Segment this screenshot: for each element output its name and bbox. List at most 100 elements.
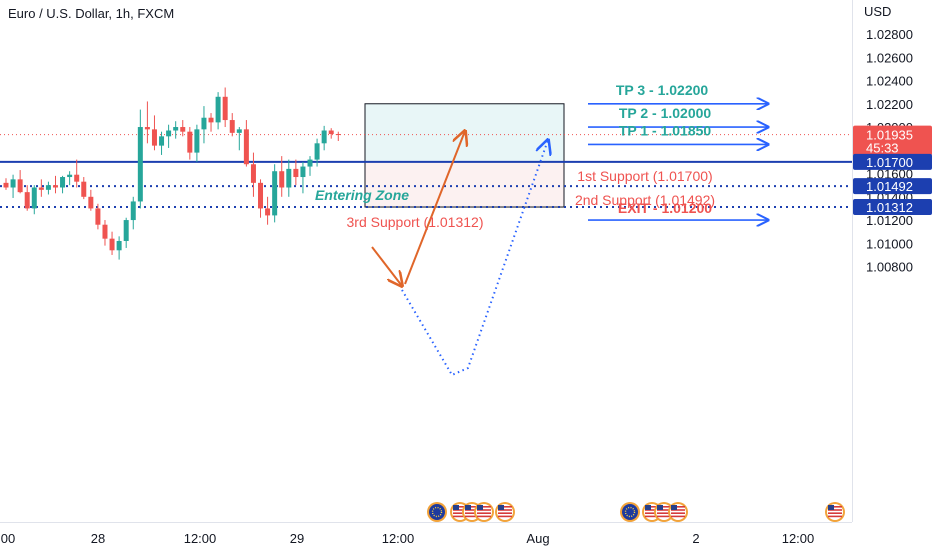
time-label: 29 <box>290 531 304 546</box>
level-marker-label: 1.01700 <box>866 155 913 170</box>
support-3-label: 3rd Support (1.01312) <box>347 214 484 230</box>
tp2-label: TP 2 - 1.02000 <box>619 105 712 121</box>
candle-body <box>166 130 172 137</box>
level-marker-1 <box>853 153 932 170</box>
candles-layer <box>3 87 341 260</box>
candle-body <box>243 129 249 165</box>
orange-arrow-down <box>371 246 402 286</box>
candle-body <box>10 179 16 188</box>
zones-layer <box>364 103 565 208</box>
entering-zone-label: Entering Zone <box>315 187 409 203</box>
price-tick: 1.02400 <box>866 74 913 89</box>
candle-body <box>208 117 214 123</box>
candle-body <box>144 127 150 130</box>
us-flag-icon <box>668 502 688 522</box>
candle-body <box>17 179 23 193</box>
time-label: 00 <box>1 531 15 546</box>
orange-arrow-up <box>404 131 465 285</box>
zone-box <box>364 103 565 208</box>
time-label: 28 <box>91 531 105 546</box>
candle-body <box>102 224 108 239</box>
time-label: 12:00 <box>382 531 415 546</box>
level-marker-label: 1.01492 <box>866 179 913 194</box>
candle-body <box>24 192 30 209</box>
eu-flag-icon <box>427 502 447 522</box>
candle-body <box>95 208 101 225</box>
candle-body <box>67 174 73 178</box>
price-tick: 1.01600 <box>866 167 913 182</box>
price-tick: 1.01000 <box>866 236 913 251</box>
price-axis: USD1.028001.026001.024001.022001.020001.… <box>852 0 932 522</box>
candle-body <box>137 127 143 202</box>
candle-body <box>201 117 207 130</box>
time-axis: 00 28 12:00 29 12:00 Aug 2 12:00 <box>0 522 852 546</box>
candle-body <box>130 201 136 221</box>
candle-body <box>38 187 44 190</box>
candle-body <box>307 159 313 167</box>
candle-body <box>300 166 306 178</box>
candle-body <box>45 185 51 190</box>
candle-body <box>279 171 285 188</box>
candle-body <box>3 182 9 188</box>
tp3-label: TP 3 - 1.02200 <box>616 82 709 98</box>
candle-body <box>265 208 271 216</box>
candle-body <box>52 185 58 188</box>
candle-body <box>293 168 299 178</box>
candle-body <box>335 134 341 136</box>
candle-body <box>180 127 186 132</box>
level-marker-label: 1.01312 <box>866 200 913 215</box>
candle-body <box>81 181 87 197</box>
candle-body <box>250 164 256 183</box>
candle-body <box>116 240 122 251</box>
stop-zone <box>365 161 564 208</box>
eu-flag-icon <box>620 502 640 522</box>
candle-body <box>88 196 94 209</box>
current-price-value: 1.01935 <box>866 128 913 143</box>
event-icons-layer <box>427 502 845 522</box>
chart-title: Euro / U.S. Dollar, 1h, FXCM <box>8 6 175 21</box>
candle-body <box>229 120 235 133</box>
candle-body <box>109 238 115 251</box>
time-label: 12:00 <box>782 531 815 546</box>
price-tick: 1.02600 <box>866 50 913 65</box>
level-marker-2 <box>853 178 932 195</box>
candle-body <box>159 136 165 146</box>
price-tick: 1.00800 <box>866 260 913 275</box>
candle-body <box>286 168 292 188</box>
candle-body <box>215 96 221 123</box>
us-flag-icon <box>654 502 674 522</box>
level-marker-3 <box>853 199 932 216</box>
price-tick: 1.02800 <box>866 27 913 42</box>
us-flag-icon <box>495 502 515 522</box>
candle-body <box>31 187 37 209</box>
candle-body <box>187 131 193 153</box>
time-label: 2 <box>692 531 699 546</box>
candle-body <box>151 129 157 146</box>
arrows-layer <box>371 104 768 377</box>
price-tick: 1.01200 <box>866 213 913 228</box>
tp1-label: TP 1 - 1.01850 <box>619 122 712 138</box>
candle-body <box>258 182 264 209</box>
support-1-label: 1st Support (1.01700) <box>577 168 712 184</box>
us-flag-icon <box>474 502 494 522</box>
support-2-label: 2nd Support (1.01492) <box>575 192 715 208</box>
candle-body <box>173 127 179 131</box>
candle-body <box>236 129 242 133</box>
time-label: Aug <box>526 531 549 546</box>
candle-body <box>60 177 66 188</box>
time-label: 12:00 <box>184 531 217 546</box>
us-flag-icon <box>825 502 845 522</box>
countdown: 45:33 <box>866 141 899 156</box>
candle-body <box>74 174 80 182</box>
exit-label: EXIT - 1.01200 <box>618 200 712 216</box>
candle-body <box>194 129 200 153</box>
axis-unit: USD <box>864 4 891 19</box>
candle-body <box>328 130 334 135</box>
candle-body <box>272 171 278 216</box>
candle-body <box>314 143 320 160</box>
candle-body <box>222 96 228 121</box>
candle-body <box>123 220 129 241</box>
